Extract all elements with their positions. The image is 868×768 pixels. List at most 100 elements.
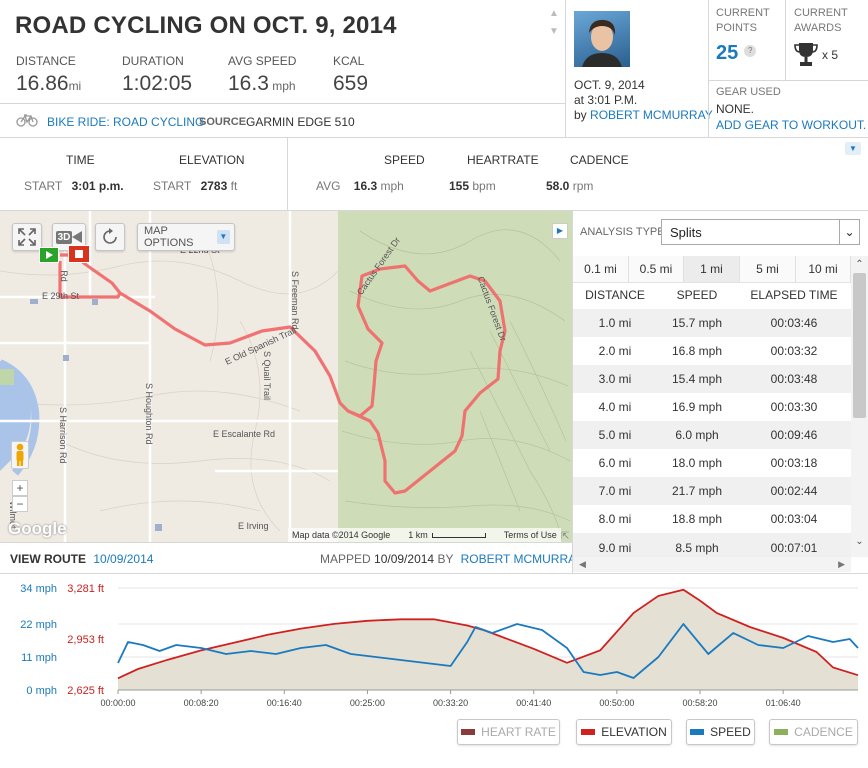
table-row[interactable]: 5.0 mi 6.0 mph 00:09:46 [573,421,851,449]
scroll-up-icon[interactable]: ⌃ [855,259,864,270]
table-row[interactable]: 8.0 mi 18.8 mph 00:03:04 [573,505,851,533]
replay-button[interactable] [95,223,125,251]
scroll-up-icon[interactable]: ▲ [549,8,559,19]
legend-speed-button[interactable]: SPEED [686,719,755,745]
table-row[interactable]: 9.0 mi 8.5 mph 00:07:01 [573,533,851,557]
scroll-right-icon[interactable]: ▶ [838,559,845,569]
map-options-button[interactable]: MAP OPTIONS ▼ [137,223,235,251]
table-row[interactable]: 6.0 mi 18.0 mph 00:03:18 [573,449,851,477]
cell-speed: 18.0 mph [671,456,723,470]
tab-10-mi[interactable]: 10 mi [796,256,851,282]
cell-distance: 2.0 mi [598,344,632,358]
street-label: S Houghton Rd [144,383,154,445]
analysis-type-value: Splits [670,224,702,240]
stat-value: 1:02:05 [122,72,193,95]
horizontal-scrollbar[interactable]: ◀ ▶ [573,557,851,572]
video-icon [72,231,83,243]
column-elapsed-time: ELAPSED TIME [750,288,838,302]
add-gear-link[interactable]: ADD GEAR TO WORKOUT. [716,118,867,132]
cell-elapsed: 00:03:48 [770,372,818,386]
street-label: E 29th St [42,291,80,301]
tab-5-mi[interactable]: 5 mi [740,256,796,282]
author-link[interactable]: ROBERT MCMURRAY [590,108,713,122]
current-awards: CURRENT AWARDS x 5 [794,6,864,68]
stat-label: KCAL [333,54,365,68]
table-row[interactable]: 7.0 mi 21.7 mph 00:02:44 [573,477,851,505]
table-row[interactable]: 3.0 mi 15.4 mph 00:03:48 [573,365,851,393]
cell-speed: 16.8 mph [671,344,723,358]
zoom-in-button[interactable]: + [12,480,28,496]
cell-speed: 8.5 mph [675,541,719,555]
scrollbar-thumb[interactable] [853,273,866,418]
scroll-left-icon[interactable]: ◀ [579,559,586,569]
elevation-heading: ELEVATION [179,153,245,167]
route-map[interactable]: E 22nd St E 29th St Rd S Freeman Rd E Ol… [0,211,572,542]
street-label: Rd [58,270,69,282]
x-axis-tick-label: 00:08:20 [184,698,219,708]
speed-swatch [690,729,705,735]
view-route-label: VIEW ROUTE [10,552,87,566]
tab-0-1-mi[interactable]: 0.1 mi [573,256,629,282]
scroll-down-icon[interactable]: ⌄ [855,536,864,547]
awards-label: CURRENT AWARDS [794,7,848,34]
cell-distance: 1.0 mi [598,316,632,330]
analysis-type-select[interactable]: Splits ⌄ [661,219,860,245]
fullscreen-button[interactable] [12,223,42,251]
mapped-info: MAPPED 10/09/2014 BY ROBERT MCMURRAY [320,552,583,566]
heartrate-heading: HEARTRATE [467,153,539,167]
activity-type-link[interactable]: BIKE RIDE: ROAD CYCLING [47,115,205,129]
stat-value: 16.3 [228,72,269,95]
table-row[interactable]: 1.0 mi 15.7 mph 00:03:46 [573,309,851,337]
page-title: ROAD CYCLING ON OCT. 9, 2014 [15,12,397,39]
avg-heartrate: 155 bpm [449,179,496,193]
resize-handle-icon[interactable]: ⇱ [561,531,570,542]
x-axis-tick-label: 00:33:20 [433,698,468,708]
x-axis-tick-label: 00:41:40 [516,698,551,708]
legend-cadence-button[interactable]: CADENCE [769,719,858,745]
cell-elapsed: 00:02:44 [770,484,818,498]
avatar[interactable] [574,11,630,67]
legend-heart-rate-button[interactable]: HEART RATE [457,719,560,745]
expand-summary-icon[interactable]: ▼ [845,142,861,155]
stat-label: DURATION [122,54,184,68]
tab-1-mi[interactable]: 1 mi [684,256,740,282]
view-route-date[interactable]: 10/09/2014 [93,552,154,566]
zoom-out-button[interactable]: − [12,496,28,512]
current-points: CURRENT POINTS 25 ? [716,6,786,65]
cell-speed: 6.0 mph [675,428,719,442]
mapped-author-link[interactable]: ROBERT MCMURRAY [460,552,584,566]
legend-label: SPEED [710,725,751,739]
tab-0-5-mi[interactable]: 0.5 mi [629,256,684,282]
chevron-down-icon: ▼ [216,230,230,244]
speed-axis-tick-label: 22 mph [20,619,57,631]
legend-elevation-button[interactable]: ELEVATION [576,719,672,745]
view-route: VIEW ROUTE 10/09/2014 [10,552,153,566]
cell-speed: 15.4 mph [671,372,723,386]
workout-chart[interactable]: 34 mph 22 mph 11 mph 0 mph 3,281 ft 2,953 ft 2… [0,574,868,714]
elevation-line [117,588,859,680]
points-value: 25 [716,42,739,64]
heart-rate-swatch [461,729,476,735]
workout-time: at 3:01 P.M. [574,93,638,107]
stat-value: 659 [333,72,369,95]
street-view-pegman-icon[interactable] [11,441,29,469]
elevation-axis-tick-label: 2,625 ft [67,685,104,697]
table-row[interactable]: 4.0 mi 16.9 mph 00:03:30 [573,393,851,421]
stat-value: 16.86 [16,72,69,95]
street-label: S Quail Trail [262,351,272,401]
workout-author: by ROBERT MCMURRAY [574,108,713,122]
elevation-unit: ft [230,179,238,193]
speed-unit: mph [380,179,404,193]
terms-link[interactable]: Terms of Use [503,530,557,540]
cell-speed: 21.7 mph [671,484,723,498]
street-label: S Harrison Rd [58,407,68,464]
expand-panel-button[interactable]: ▶ [552,223,568,239]
table-row[interactable]: 2.0 mi 16.8 mph 00:03:32 [573,337,851,365]
avg-cadence: 58.0 rpm [546,179,593,193]
scroll-down-icon[interactable]: ▼ [549,26,559,37]
street-label: E Irving [238,521,269,531]
splits-header: DISTANCE SPEED ELAPSED TIME [573,281,851,309]
vertical-scrollbar[interactable]: ⌃ ⌄ [851,256,868,557]
speed-axis-tick-label: 11 mph [21,652,57,664]
help-icon[interactable]: ? [744,45,757,57]
